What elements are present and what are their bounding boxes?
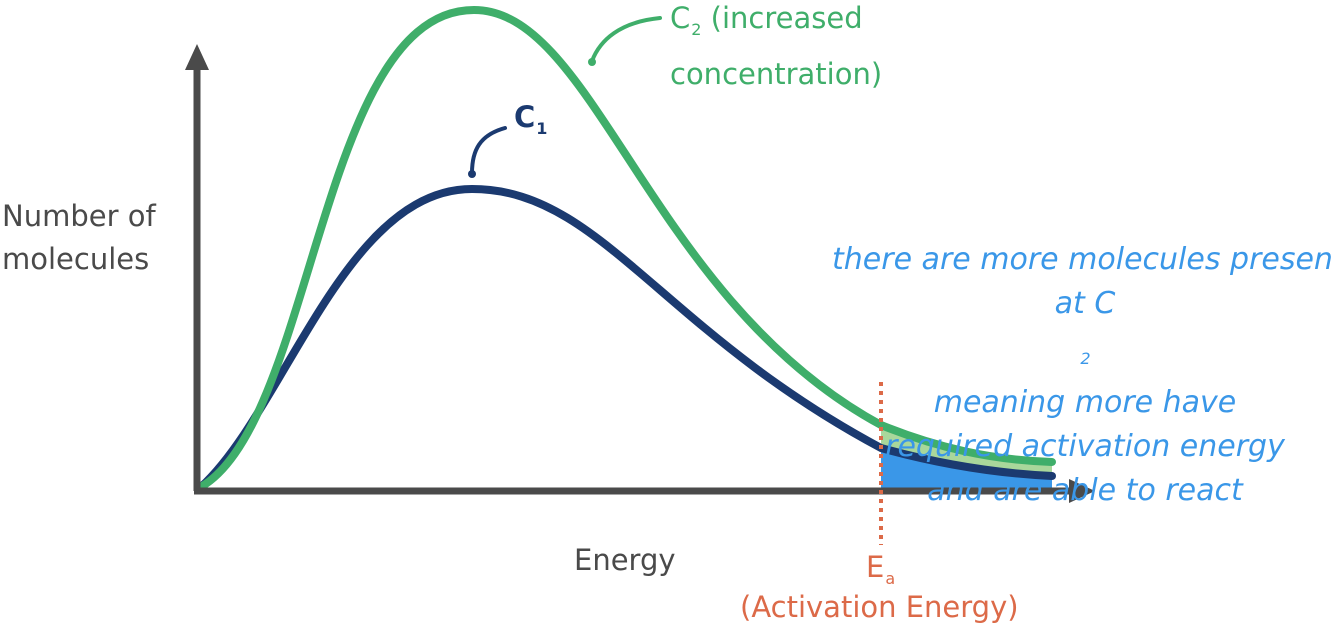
annotation-line2-prefix: at C [1054, 286, 1116, 321]
ea-symbol: E [866, 550, 885, 584]
annotation-line1: there are more molecules present [832, 242, 1334, 277]
c1-leader-line [470, 126, 507, 175]
c2-label: C2 (increased concentration) [670, 0, 882, 96]
annotation-line3: required activation energy [885, 429, 1285, 464]
ea-subscript: a [885, 569, 896, 588]
c1-leader-dot [468, 170, 476, 178]
c1-curve [197, 184, 1056, 491]
annotation-line2-subscript: 2 [1080, 349, 1091, 368]
c2-note-line2: concentration) [670, 57, 883, 91]
x-axis-label: Energy [574, 543, 676, 577]
annotation-line2-suffix: meaning more have [933, 385, 1237, 420]
y-axis-label: Number of molecules [2, 195, 156, 281]
c2-label-line1: C2 (increased [670, 0, 882, 52]
c1-subscript: 1 [536, 119, 548, 138]
ea-label: Ea [866, 550, 895, 588]
y-axis-label-line2: molecules [2, 242, 150, 276]
ea-description: (Activation Energy) [740, 590, 1019, 624]
c2-symbol: C [670, 1, 691, 35]
c1-symbol: C [514, 100, 536, 134]
c2-note-line1: (increased [710, 1, 863, 35]
c2-subscript: 2 [691, 20, 702, 39]
c2-leader-line [590, 16, 662, 63]
c2-leader-dot [588, 58, 596, 66]
y-axis-arrowhead [185, 44, 209, 70]
c2-area-beyond-ea [881, 425, 1052, 476]
x-axis-arrowhead [1069, 479, 1095, 503]
c1-label: C1 [514, 100, 547, 138]
c2-curve [197, 5, 1056, 491]
annotation-line4: and are able to react [927, 473, 1243, 508]
annotation-note: there are more molecules present at C 2 m… [832, 238, 1334, 513]
annotation-line2: at C 2 meaning more have [832, 282, 1334, 425]
y-axis-label-line1: Number of [2, 199, 156, 233]
